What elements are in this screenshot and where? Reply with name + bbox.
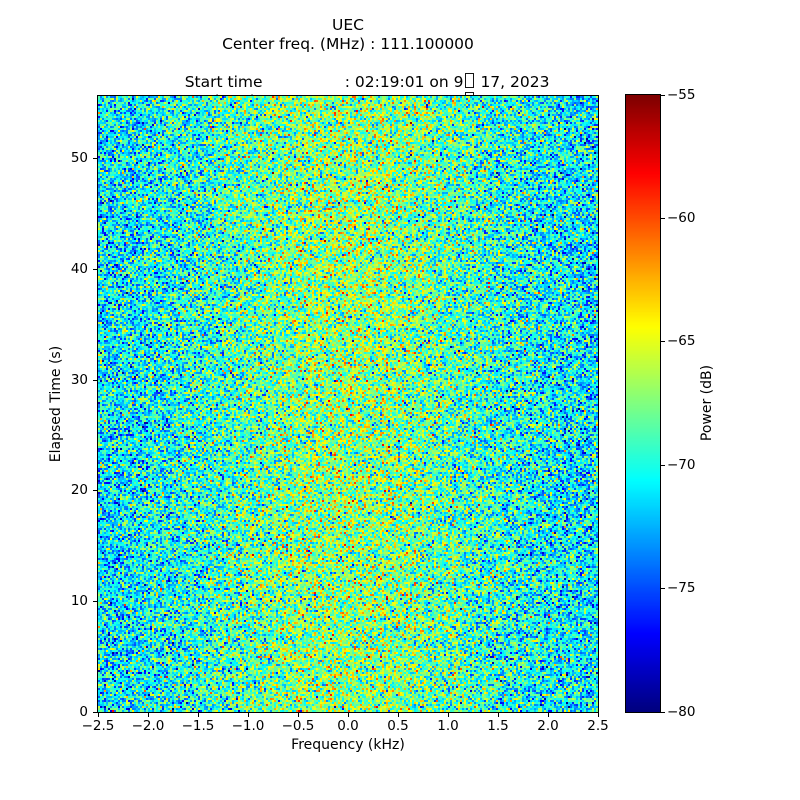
x-tick-label: −2.5 xyxy=(81,718,115,734)
x-tick-label: 1.5 xyxy=(487,718,509,734)
plot-title: UEC xyxy=(332,16,364,34)
y-tick-mark xyxy=(93,379,97,381)
colorbar-tick-mark xyxy=(661,94,665,96)
y-axis-label: Elapsed Time (s) xyxy=(48,345,64,463)
colorbar-tick-label: −75 xyxy=(667,580,696,597)
x-tick-label: 2.0 xyxy=(537,718,559,734)
colorbar-tick-mark xyxy=(661,464,665,466)
y-tick-label: 30 xyxy=(70,371,88,388)
x-tick-mark xyxy=(447,713,449,717)
x-tick-mark xyxy=(147,713,149,717)
colorbar xyxy=(625,94,661,713)
x-tick-mark xyxy=(347,713,349,717)
y-tick-mark xyxy=(93,158,97,160)
colorbar-tick-mark xyxy=(661,217,665,219)
y-tick-label: 10 xyxy=(70,592,88,609)
x-tick-label: −2.0 xyxy=(131,718,165,734)
y-tick-label: 40 xyxy=(70,260,88,277)
x-tick-mark xyxy=(197,713,199,717)
x-tick-mark xyxy=(497,713,499,717)
y-tick-mark xyxy=(93,268,97,270)
missing-glyph-box xyxy=(464,73,474,88)
x-tick-label: 1.0 xyxy=(437,718,459,734)
y-tick-label: 0 xyxy=(79,703,88,720)
x-tick-mark xyxy=(247,713,249,717)
colorbar-tick-label: −60 xyxy=(667,209,696,226)
colorbar-tick-label: −80 xyxy=(667,703,696,720)
colorbar-label: Power (dB) xyxy=(699,364,715,442)
x-tick-mark xyxy=(397,713,399,717)
colorbar-tick-label: −55 xyxy=(667,86,696,103)
colorbar-tick-label: −70 xyxy=(667,456,696,473)
start-date-suffix: 17, 2023 xyxy=(475,73,550,91)
y-tick-mark xyxy=(93,711,97,713)
y-tick-label: 20 xyxy=(70,482,88,499)
y-tick-mark xyxy=(93,600,97,602)
x-tick-mark xyxy=(597,713,599,717)
start-time-value: : 02:19:01 on 9 xyxy=(344,73,464,91)
x-axis-label: Frequency (kHz) xyxy=(291,737,405,753)
x-tick-label: 2.5 xyxy=(587,718,609,734)
x-tick-label: 0.0 xyxy=(337,718,359,734)
y-tick-mark xyxy=(93,490,97,492)
y-tick-label: 50 xyxy=(70,150,88,167)
x-tick-label: −1.0 xyxy=(231,718,265,734)
x-tick-label: −0.5 xyxy=(281,718,315,734)
colorbar-tick-mark xyxy=(661,341,665,343)
subtitle-center-freq: Center freq. (MHz) : 111.100000 xyxy=(222,35,474,53)
x-tick-label: −1.5 xyxy=(181,718,215,734)
colorbar-tick-mark xyxy=(661,588,665,590)
x-tick-mark xyxy=(547,713,549,717)
colorbar-tick-mark xyxy=(661,711,665,713)
heatmap-plot-area xyxy=(97,95,599,713)
spectrogram-noise-canvas xyxy=(98,96,598,712)
x-tick-mark xyxy=(97,713,99,717)
start-time-label: Start time xyxy=(184,73,263,91)
subtitle-start-time: Start time : 02:19:01 on 9 17, 2023 xyxy=(165,55,549,109)
x-tick-label: 0.5 xyxy=(387,718,409,734)
x-tick-mark xyxy=(297,713,299,717)
colorbar-tick-label: −65 xyxy=(667,333,696,350)
colorbar-gradient-canvas xyxy=(626,95,660,712)
